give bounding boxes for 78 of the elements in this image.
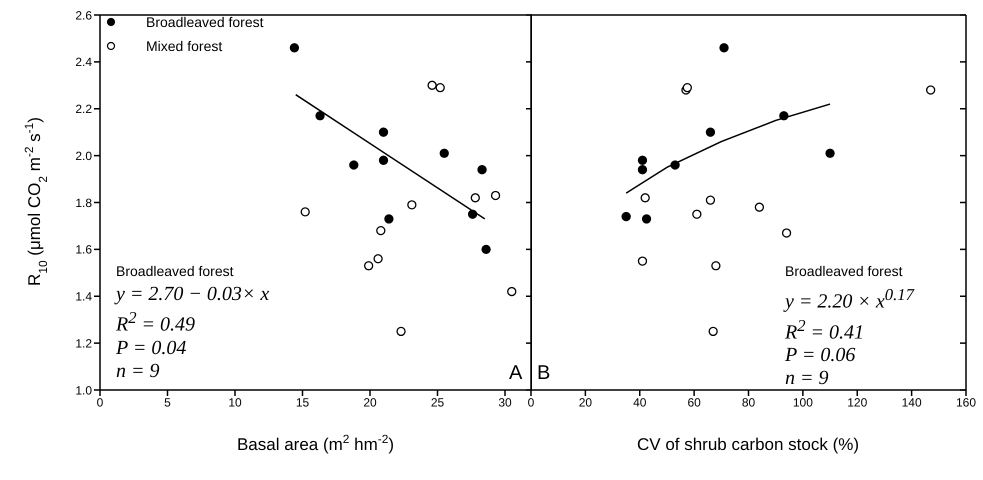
point <box>290 43 300 52</box>
point <box>490 190 500 200</box>
x-axis-title: Basal area (m$^{2}$ hm$^{-2}$) <box>236 432 394 454</box>
y-tick-label: 1.4 <box>75 290 92 304</box>
point <box>315 111 325 120</box>
y-tick-label: 1.0 <box>75 383 92 398</box>
point <box>926 85 936 95</box>
point <box>642 214 652 224</box>
annotation: n = 9 <box>116 360 160 383</box>
x-tick-label: 15 <box>296 396 310 410</box>
annotation: R$^{2}$ = 0.41 <box>785 314 866 344</box>
x-tick-label: 5 <box>164 396 172 410</box>
point <box>407 200 416 210</box>
annotation: y = 2.20 × x$^{0.17}$ <box>785 284 914 314</box>
point <box>638 165 648 174</box>
x-axis-title: CV of shrub carbon stock (%) <box>636 435 860 454</box>
point <box>376 226 386 236</box>
point <box>378 128 388 137</box>
x-tick-label: 20 <box>578 396 592 410</box>
x-tick-label: 30 <box>498 396 512 410</box>
x-tick-label: 0 <box>528 396 535 410</box>
x-tick-label: 25 <box>430 396 444 410</box>
text: B <box>537 362 550 385</box>
x-tick-label: 100 <box>792 396 814 410</box>
y-tick-label: 1.8 <box>75 196 92 210</box>
annotation: y = 2.70 − 0.03× x <box>116 283 270 306</box>
y-tick-label: 2.0 <box>75 148 92 163</box>
point <box>719 43 729 52</box>
legend-label: Mixed forest <box>146 38 222 54</box>
y-tick-label: 1.2 <box>75 336 92 350</box>
annotation: R$^{2}$ = 0.49 <box>116 307 196 337</box>
point <box>364 261 374 270</box>
point <box>706 196 716 205</box>
x-tick-label: 80 <box>742 396 756 410</box>
x-tick-label: 0 <box>96 396 104 410</box>
point <box>470 193 480 202</box>
point <box>708 326 718 336</box>
point <box>477 165 487 174</box>
x-tick-label: 20 <box>363 396 377 410</box>
y-tick-label: 2.2 <box>75 102 92 116</box>
x-tick-label: 60 <box>687 396 702 410</box>
point <box>706 128 716 137</box>
annotation: P = 0.04 <box>116 336 188 360</box>
annotation: Broadleaved forest <box>785 262 904 281</box>
point <box>481 244 491 254</box>
point <box>436 83 445 92</box>
point <box>640 193 650 202</box>
point <box>349 160 358 170</box>
legend-label: Broadleaved forest <box>146 14 264 30</box>
point <box>692 210 702 219</box>
text: A <box>509 362 522 385</box>
y-tick-label: 2.4 <box>75 55 92 70</box>
point <box>638 156 648 165</box>
annotation: n = 9 <box>785 367 830 390</box>
annotation: Broadleaved forest <box>116 262 235 281</box>
point <box>507 286 516 296</box>
x-tick-label: 140 <box>902 396 922 410</box>
x-tick-label: 10 <box>228 396 242 410</box>
point <box>711 261 721 270</box>
point <box>427 80 437 90</box>
point <box>300 207 310 217</box>
point <box>682 83 692 92</box>
point <box>384 214 394 224</box>
y-tick-label: 2.6 <box>75 8 92 22</box>
point <box>440 148 449 158</box>
x-tick-label: 160 <box>956 396 976 410</box>
point <box>378 156 388 165</box>
point <box>638 256 648 266</box>
point <box>825 148 835 158</box>
point <box>782 228 792 238</box>
x-tick-label: 40 <box>633 396 647 410</box>
point <box>622 212 631 222</box>
x-tick-label: 120 <box>847 396 868 410</box>
point <box>754 202 764 212</box>
annotation: P = 0.06 <box>785 344 856 368</box>
point <box>396 326 406 336</box>
y-tick-label: 1.6 <box>75 242 92 257</box>
point <box>373 254 383 264</box>
